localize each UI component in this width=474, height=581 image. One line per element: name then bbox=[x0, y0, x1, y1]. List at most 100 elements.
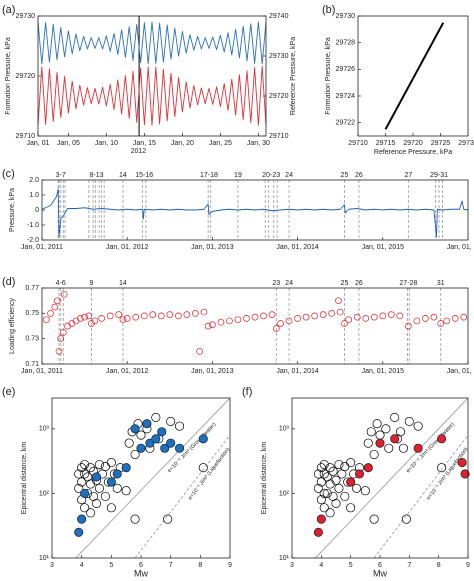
reference-line bbox=[134, 434, 231, 559]
data-point bbox=[166, 438, 176, 448]
data-point bbox=[112, 483, 122, 493]
data-point bbox=[346, 458, 356, 468]
data-point bbox=[422, 315, 429, 322]
data-point bbox=[460, 313, 468, 321]
data-point bbox=[115, 311, 123, 318]
data-point bbox=[100, 491, 110, 501]
data-point bbox=[192, 309, 199, 317]
event-label: 27-28 bbox=[399, 280, 417, 287]
data-point bbox=[76, 315, 84, 322]
data-point bbox=[55, 347, 63, 355]
data-point bbox=[336, 308, 344, 316]
y-tick-label: 29722 bbox=[336, 120, 356, 127]
data-point bbox=[100, 462, 110, 472]
data-point bbox=[60, 290, 68, 298]
panel-label: (f) bbox=[242, 386, 252, 398]
x-tick-label: Jan, 01, 2015 bbox=[362, 368, 405, 375]
x-tick-label: Jan, 15 bbox=[133, 140, 156, 147]
data-point bbox=[198, 434, 208, 444]
data-point bbox=[166, 416, 176, 427]
x-tick-label: 4 bbox=[80, 562, 84, 569]
data-point bbox=[234, 316, 242, 324]
data-point bbox=[346, 477, 356, 487]
event-label: 14 bbox=[119, 280, 127, 287]
data-point bbox=[47, 309, 54, 317]
event-label: 3-7 bbox=[56, 172, 66, 179]
data-point bbox=[166, 311, 174, 318]
y-tick-label: 10² bbox=[279, 490, 290, 497]
data-line bbox=[41, 188, 469, 238]
data-point bbox=[53, 297, 61, 305]
x-annotation: 2012 bbox=[131, 148, 147, 155]
data-point bbox=[340, 491, 350, 501]
data-point bbox=[98, 315, 105, 322]
x-tick-label: Jan, 01, 2014 bbox=[276, 368, 319, 375]
data-point bbox=[325, 463, 335, 473]
x-tick-label: 29730 bbox=[458, 140, 474, 147]
event-label: 9 bbox=[89, 280, 93, 287]
data-point bbox=[217, 318, 225, 326]
data-point bbox=[121, 463, 131, 473]
data-point bbox=[149, 311, 157, 318]
data-point bbox=[390, 412, 400, 422]
x-tick-label: 29720 bbox=[403, 140, 423, 147]
x-tick-label: 6 bbox=[378, 562, 382, 569]
data-point bbox=[319, 311, 327, 318]
data-point bbox=[285, 317, 293, 325]
data-point bbox=[80, 469, 90, 479]
data-point bbox=[124, 438, 134, 448]
data-point bbox=[80, 503, 90, 513]
data-point bbox=[398, 443, 409, 453]
x-tick-label: Jan, 10 bbox=[95, 140, 118, 147]
x-tick-label: 7 bbox=[169, 562, 173, 569]
data-point bbox=[404, 416, 414, 427]
panel-label: (e) bbox=[2, 386, 15, 398]
data-point bbox=[460, 469, 470, 479]
data-point bbox=[106, 477, 116, 487]
data-point bbox=[77, 477, 87, 487]
y-tick-label: -2.0 bbox=[27, 237, 39, 244]
data-point bbox=[74, 469, 84, 479]
data-point bbox=[175, 443, 185, 453]
x-tick-label: Jan, 01, 2016 bbox=[447, 368, 474, 375]
data-point bbox=[322, 488, 332, 498]
data-point bbox=[200, 308, 208, 316]
data-point bbox=[198, 463, 208, 473]
data-point bbox=[313, 483, 323, 493]
data-point bbox=[251, 313, 259, 321]
event-label: 26 bbox=[355, 172, 363, 179]
x-tick-label: Jan, 01, 2013 bbox=[191, 368, 234, 375]
x-tick-label: Jan, 25 bbox=[209, 140, 232, 147]
data-point bbox=[86, 479, 96, 489]
y-tick-label: 2.0 bbox=[29, 177, 39, 184]
data-point bbox=[163, 514, 173, 524]
data-point bbox=[77, 463, 87, 473]
data-point bbox=[226, 317, 233, 325]
data-point bbox=[91, 472, 102, 482]
line-label: e=10⁻⁴ J/m³ (Groundwater) bbox=[166, 421, 218, 474]
data-point bbox=[325, 479, 335, 489]
y-axis-label: Formation Pressure, kPa bbox=[325, 37, 332, 115]
y-tick-label: 0.77 bbox=[25, 285, 39, 292]
data-point bbox=[390, 434, 400, 444]
event-label: 4-6 bbox=[56, 280, 66, 287]
data-point bbox=[387, 311, 395, 318]
data-point bbox=[354, 469, 365, 479]
data-point bbox=[319, 503, 329, 513]
x-tick-label: 29715 bbox=[376, 140, 396, 147]
data-point bbox=[136, 443, 146, 453]
data-point bbox=[243, 315, 250, 322]
y2-tick-label: 29740 bbox=[269, 13, 289, 20]
event-label: 20-23 bbox=[262, 172, 280, 179]
data-point bbox=[319, 459, 329, 470]
x-axis-label: Mw bbox=[373, 568, 387, 578]
data-point bbox=[272, 325, 280, 332]
data-point bbox=[401, 514, 411, 524]
data-point bbox=[381, 424, 391, 434]
data-point bbox=[457, 458, 467, 468]
data-point bbox=[353, 313, 361, 321]
y2-tick-label: 29710 bbox=[269, 133, 289, 140]
data-point bbox=[319, 469, 329, 479]
data-point bbox=[294, 315, 301, 322]
y-tick-label: 10¹ bbox=[39, 555, 50, 562]
